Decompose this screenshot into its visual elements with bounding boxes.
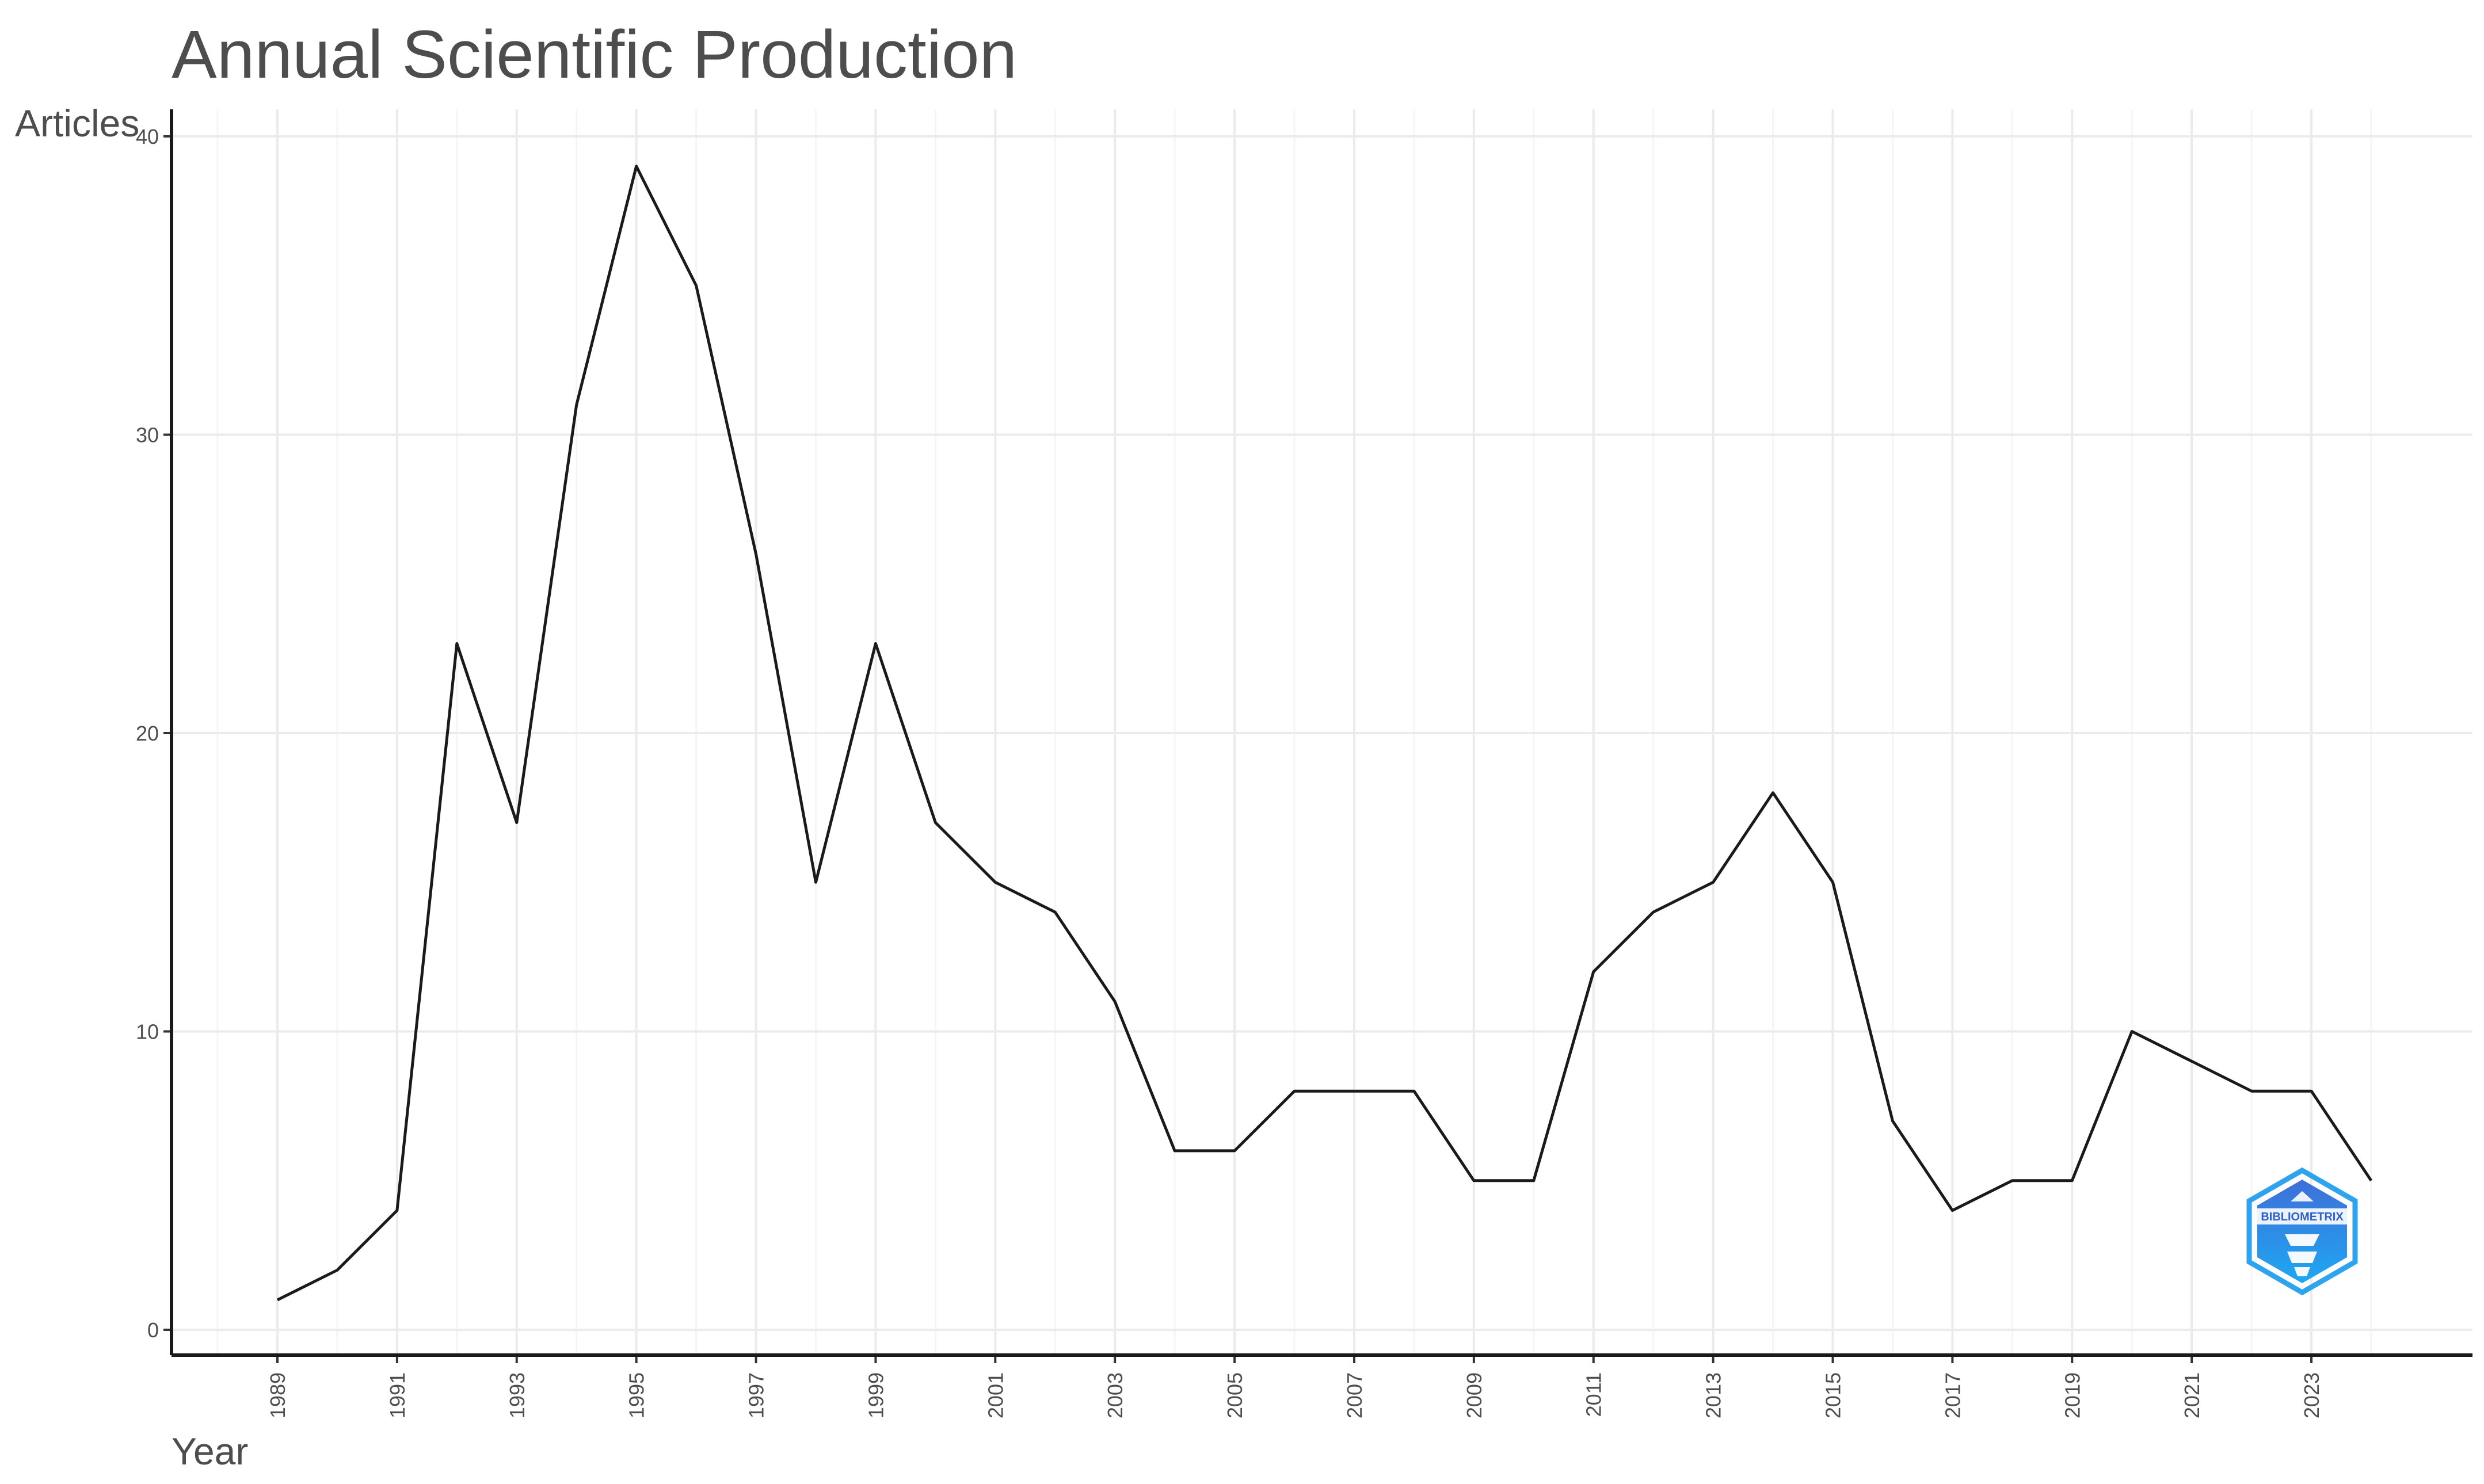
- x-tick-label: 2015: [1822, 1372, 1845, 1418]
- y-axis-title: Articles: [15, 102, 139, 144]
- series-line: [276, 165, 2373, 1302]
- y-tick-label: 10: [136, 1020, 159, 1044]
- x-tick-label: 2001: [984, 1372, 1007, 1418]
- y-tick-label: 30: [136, 424, 159, 447]
- x-tick-label: 1997: [745, 1372, 768, 1418]
- bibliometrix-logo-icon: BIBLIOMETRIX: [2246, 1167, 2358, 1296]
- series-layer: [276, 165, 2373, 1302]
- axes: [163, 109, 2472, 1363]
- grid: [172, 109, 2472, 1355]
- x-tick-label: 2007: [1343, 1372, 1366, 1418]
- x-tick-label: 2019: [2060, 1372, 2084, 1418]
- x-tick-label: 1993: [505, 1372, 529, 1418]
- tick-labels: 1989 1991 1993 1995 1997 1999 2001 2003 2005 2007…: [136, 125, 2323, 1418]
- x-tick-label: 2005: [1223, 1372, 1247, 1418]
- x-axis-title: Year: [172, 1430, 248, 1472]
- x-tick-label: 2009: [1462, 1372, 1486, 1418]
- x-tick-label: 1989: [266, 1372, 289, 1418]
- x-tick-label: 2023: [2300, 1372, 2323, 1418]
- x-tick-label: 2011: [1582, 1372, 1606, 1417]
- x-tick-label: 1991: [386, 1372, 409, 1418]
- y-tick-label: 0: [147, 1318, 159, 1342]
- x-tick-label: 2017: [1941, 1372, 1964, 1418]
- x-tick-label: 1999: [864, 1372, 887, 1418]
- logo-text: BIBLIOMETRIX: [2261, 1211, 2344, 1223]
- chart-title: Annual Scientific Production: [172, 17, 1017, 93]
- x-tick-label: 2013: [1702, 1372, 1725, 1418]
- x-tick-label: 2021: [2180, 1372, 2204, 1418]
- y-tick-label: 40: [136, 125, 159, 148]
- x-tick-label: 1995: [625, 1372, 649, 1418]
- x-tick-label: 2003: [1103, 1372, 1127, 1418]
- y-tick-label: 20: [136, 722, 159, 745]
